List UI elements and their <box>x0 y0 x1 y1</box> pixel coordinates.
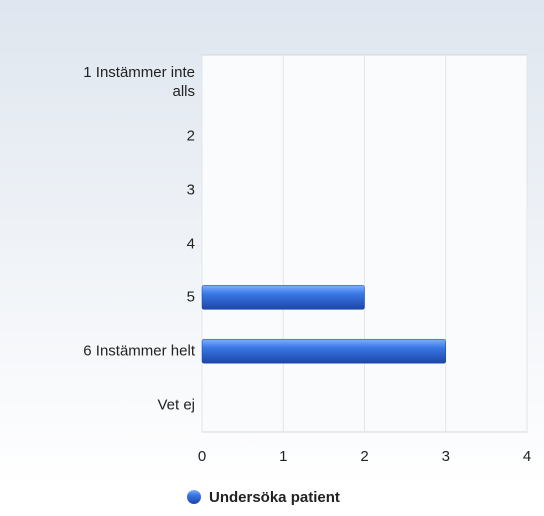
y-tick-label: 5 <box>186 288 195 306</box>
y-tick-label: 3 <box>186 181 195 199</box>
x-tick-label: 3 <box>442 448 450 465</box>
y-tick-label: Vet ej <box>157 396 195 414</box>
x-tick-label: 0 <box>198 448 206 465</box>
y-tick-label: 4 <box>186 235 195 252</box>
bar <box>201 285 365 310</box>
legend-marker <box>187 490 201 504</box>
x-tick-label: 1 <box>279 448 287 465</box>
y-tick-label: 1 Instämmer inte alls <box>83 63 195 100</box>
legend-label: Undersöka patient <box>209 489 340 506</box>
x-tick-label: 4 <box>523 448 531 465</box>
x-tick-label: 2 <box>360 448 368 465</box>
y-tick-label: 2 <box>186 127 195 145</box>
bar <box>201 338 446 364</box>
y-tick-label: 6 Instämmer helt <box>83 342 195 360</box>
